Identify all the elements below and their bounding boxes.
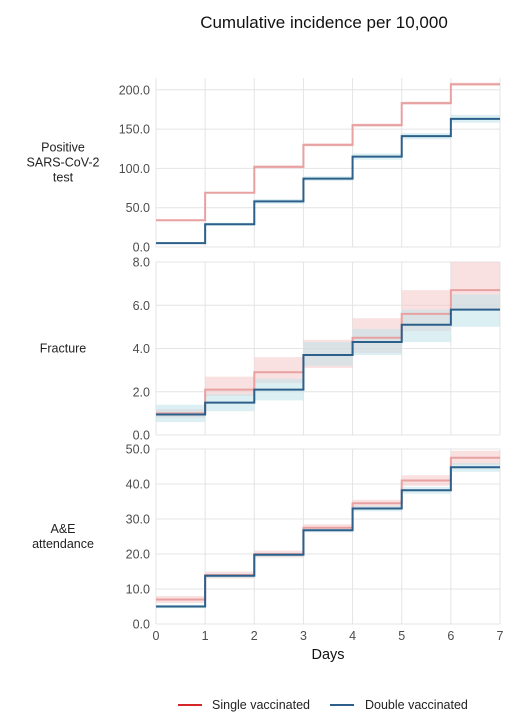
- step-line-double: [156, 117, 500, 245]
- y-tick-label: 0.0: [133, 618, 150, 632]
- x-tick-label: 2: [251, 629, 258, 643]
- x-tick-label: 5: [398, 629, 405, 643]
- x-tick-label: 3: [300, 629, 307, 643]
- y-tick-label: 0.0: [133, 241, 150, 255]
- ci-band-double: [401, 309, 451, 343]
- panel-label: A&E: [50, 522, 75, 536]
- x-axis-label: Days: [311, 647, 344, 663]
- panel-label: SARS-CoV-2: [27, 156, 100, 170]
- y-tick-label: 0.0: [133, 429, 150, 443]
- panel-label: Positive: [41, 141, 85, 155]
- legend: Single vaccinated Double vaccinated: [178, 698, 468, 712]
- x-tick-label: 0: [153, 629, 160, 643]
- y-tick-label: 2.0: [133, 385, 150, 399]
- legend-label: Double vaccinated: [365, 698, 468, 712]
- ci-band-double: [303, 342, 353, 366]
- ci-band-double: [450, 294, 500, 327]
- x-tick-label: 6: [447, 629, 454, 643]
- y-tick-label: 150.0: [119, 123, 150, 137]
- y-tick-label: 50.0: [126, 201, 150, 215]
- y-tick-label: 8.0: [133, 256, 150, 270]
- step-line-single: [156, 83, 500, 222]
- panel-label: attendance: [32, 537, 94, 551]
- step-line-double: [156, 308, 500, 416]
- y-tick-label: 20.0: [126, 548, 150, 562]
- legend-label: Single vaccinated: [212, 698, 310, 712]
- y-tick-label: 200.0: [119, 83, 150, 97]
- y-tick-label: 50.0: [126, 443, 150, 457]
- y-tick-label: 30.0: [126, 513, 150, 527]
- y-tick-label: 6.0: [133, 299, 150, 313]
- ci-band-single: [205, 376, 255, 397]
- panels: 0.050.0100.0150.0200.0PositiveSARS-CoV-2…: [27, 78, 504, 643]
- y-tick-label: 10.0: [126, 583, 150, 597]
- x-tick-label: 4: [349, 629, 356, 643]
- panel-background: [156, 78, 500, 247]
- y-tick-label: 40.0: [126, 478, 150, 492]
- chart-title: Cumulative incidence per 10,000: [200, 13, 448, 32]
- x-tick-label: 1: [202, 629, 209, 643]
- panel-label: Fracture: [40, 342, 87, 356]
- y-tick-label: 100.0: [119, 162, 150, 176]
- panel-2: 0.0 2.0 4.0 6.0 8.0 Fracture: [40, 256, 501, 443]
- x-tick-label: 7: [497, 629, 504, 643]
- step-line-double: [156, 466, 500, 608]
- panel-label: test: [53, 171, 74, 185]
- panel-1: 0.0 50.0 100.0 150.0 200.0 PositiveSARS-CoV-2…: [27, 78, 501, 255]
- y-tick-label: 4.0: [133, 342, 150, 356]
